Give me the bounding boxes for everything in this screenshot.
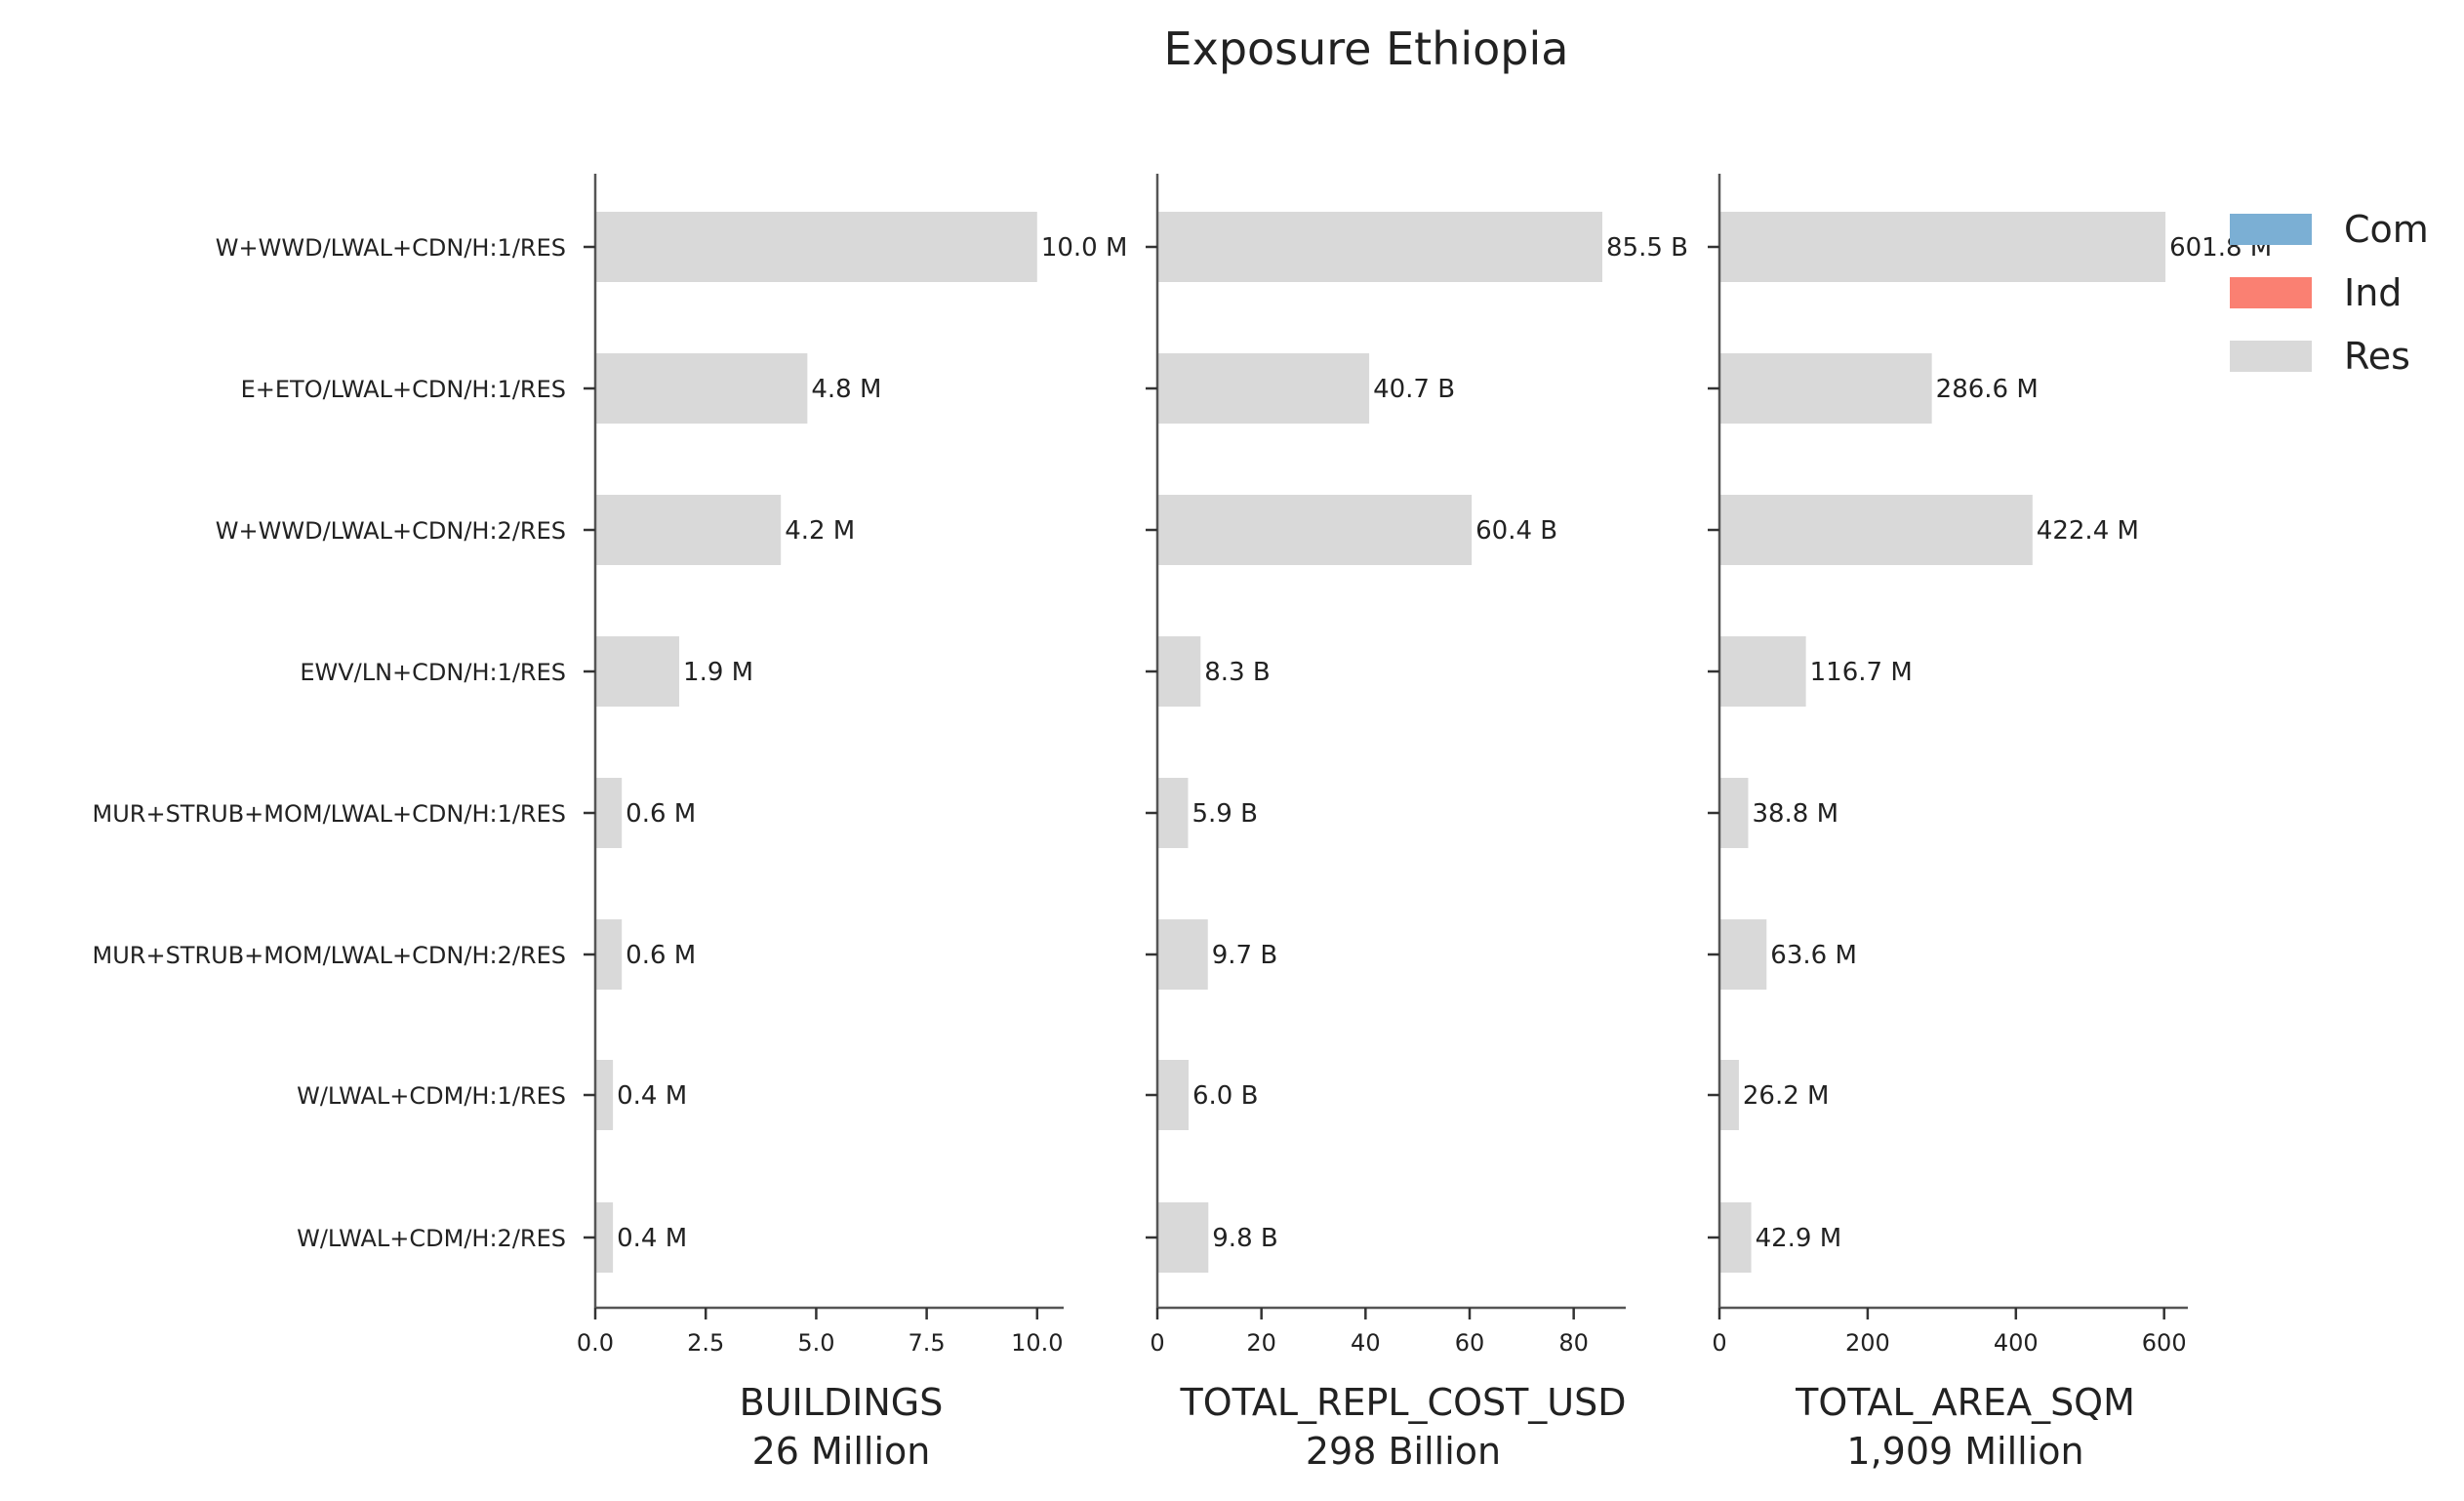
bar-3-5 — [1719, 778, 1749, 848]
value-label-3-3: 422.4 M — [2037, 516, 2139, 546]
chart-title: Exposure Ethiopia — [1164, 22, 1569, 75]
bar-2-4 — [1157, 636, 1201, 707]
bar-2-6 — [1157, 919, 1208, 990]
value-label-2-7: 6.0 B — [1192, 1081, 1258, 1111]
x-tick-label-1-4: 7.5 — [909, 1329, 946, 1357]
x-tick-label-2-2: 20 — [1246, 1329, 1276, 1357]
bar-3-3 — [1719, 495, 2033, 565]
x-axis-label-2: TOTAL_REPL_COST_USD — [1179, 1381, 1626, 1424]
bar-1-6 — [595, 919, 623, 990]
bar-2-3 — [1157, 495, 1473, 565]
x-tick-label-1-3: 5.0 — [797, 1329, 834, 1357]
x-tick-label-2-4: 60 — [1455, 1329, 1485, 1357]
bar-3-1 — [1719, 212, 2166, 282]
legend-swatch-com — [2230, 214, 2312, 245]
value-label-3-7: 26.2 M — [1743, 1081, 1830, 1111]
value-label-2-8: 9.8 B — [1212, 1224, 1277, 1253]
bar-2-7 — [1157, 1060, 1189, 1130]
value-label-2-3: 60.4 B — [1475, 516, 1557, 546]
legend-label-res: Res — [2344, 335, 2410, 378]
value-label-1-5: 0.6 M — [626, 799, 696, 829]
panel-total-1: 26 Million — [752, 1430, 931, 1473]
panel-1: 10.0 M 4.8 M 4.2 M 1.9 M 0.6 M 0.6 M 0.4 M 0.4 … — [93, 174, 1128, 1473]
x-axis-label-3: TOTAL_AREA_SQM — [1795, 1381, 2135, 1424]
legend-label-ind: Ind — [2344, 271, 2402, 314]
value-label-1-8: 0.4 M — [617, 1224, 687, 1253]
bar-3-2 — [1719, 353, 1932, 424]
bar-2-2 — [1157, 353, 1370, 424]
value-label-3-2: 286.6 M — [1936, 375, 2039, 404]
bar-1-4 — [595, 636, 680, 707]
value-label-1-7: 0.4 M — [617, 1081, 687, 1111]
bar-3-4 — [1719, 636, 1806, 707]
y-tick-label-7: W/LWAL+CDM/H:1/RES — [297, 1082, 566, 1110]
legend-swatch-ind — [2230, 277, 2312, 308]
bar-1-7 — [595, 1060, 614, 1130]
x-tick-label-1-1: 0.0 — [577, 1329, 614, 1357]
y-tick-label-8: W/LWAL+CDM/H:2/RES — [297, 1225, 566, 1252]
bar-3-7 — [1719, 1060, 1739, 1130]
panel-2: 85.5 B 40.7 B 60.4 B 8.3 B 5.9 B 9.7 B 6.0 B 9.… — [1146, 174, 1688, 1473]
panel-total-2: 298 Billion — [1306, 1430, 1501, 1473]
bar-2-5 — [1157, 778, 1189, 848]
bar-1-5 — [595, 778, 623, 848]
x-tick-label-3-4: 600 — [2142, 1329, 2187, 1357]
x-tick-label-3-3: 400 — [1994, 1329, 2039, 1357]
x-tick-label-3-2: 200 — [1845, 1329, 1890, 1357]
value-label-3-6: 63.6 M — [1770, 941, 1857, 970]
value-label-3-4: 116.7 M — [1810, 658, 1913, 687]
value-label-2-4: 8.3 B — [1204, 658, 1270, 687]
x-tick-label-1-5: 10.0 — [1011, 1329, 1063, 1357]
y-tick-label-2: E+ETO/LWAL+CDN/H:1/RES — [241, 376, 566, 403]
x-tick-label-1-2: 2.5 — [687, 1329, 724, 1357]
bar-1-3 — [595, 495, 782, 565]
panels-layer: 10.0 M 4.8 M 4.2 M 1.9 M 0.6 M 0.6 M 0.4 M 0.4 … — [93, 174, 2272, 1473]
legend-swatch-res — [2230, 341, 2312, 372]
value-label-1-1: 10.0 M — [1041, 233, 1128, 263]
value-label-1-4: 1.9 M — [683, 658, 753, 687]
y-tick-label-1: W+WWD/LWAL+CDN/H:1/RES — [216, 234, 566, 262]
x-tick-label-3-1: 0 — [1712, 1329, 1726, 1357]
bar-2-8 — [1157, 1202, 1209, 1273]
bar-1-1 — [595, 212, 1037, 282]
y-tick-label-3: W+WWD/LWAL+CDN/H:2/RES — [216, 517, 566, 545]
x-tick-label-2-5: 80 — [1558, 1329, 1589, 1357]
value-label-1-6: 0.6 M — [626, 941, 696, 970]
value-label-2-2: 40.7 B — [1373, 375, 1455, 404]
value-label-2-1: 85.5 B — [1606, 233, 1688, 263]
x-tick-label-2-3: 40 — [1351, 1329, 1381, 1357]
bar-3-8 — [1719, 1202, 1752, 1273]
bar-1-2 — [595, 353, 808, 424]
y-tick-label-5: MUR+STRUB+MOM/LWAL+CDN/H:1/RES — [93, 800, 566, 828]
value-label-1-2: 4.8 M — [811, 375, 881, 404]
value-label-3-8: 42.9 M — [1756, 1224, 1842, 1253]
value-label-3-5: 38.8 M — [1752, 799, 1838, 829]
value-label-2-5: 5.9 B — [1192, 799, 1257, 829]
bar-3-6 — [1719, 919, 1767, 990]
panel-total-3: 1,909 Million — [1846, 1430, 2083, 1473]
legend-label-com: Com — [2344, 208, 2429, 251]
y-tick-label-6: MUR+STRUB+MOM/LWAL+CDN/H:2/RES — [93, 942, 566, 969]
y-tick-label-4: EWV/LN+CDN/H:1/RES — [300, 659, 566, 686]
bar-2-1 — [1157, 212, 1602, 282]
value-label-2-6: 9.7 B — [1212, 941, 1277, 970]
x-tick-label-2-1: 0 — [1150, 1329, 1164, 1357]
bar-1-8 — [595, 1202, 614, 1273]
value-label-1-3: 4.2 M — [785, 516, 855, 546]
x-axis-label-1: BUILDINGS — [740, 1381, 944, 1424]
legend: Com Ind Res — [2230, 208, 2429, 378]
